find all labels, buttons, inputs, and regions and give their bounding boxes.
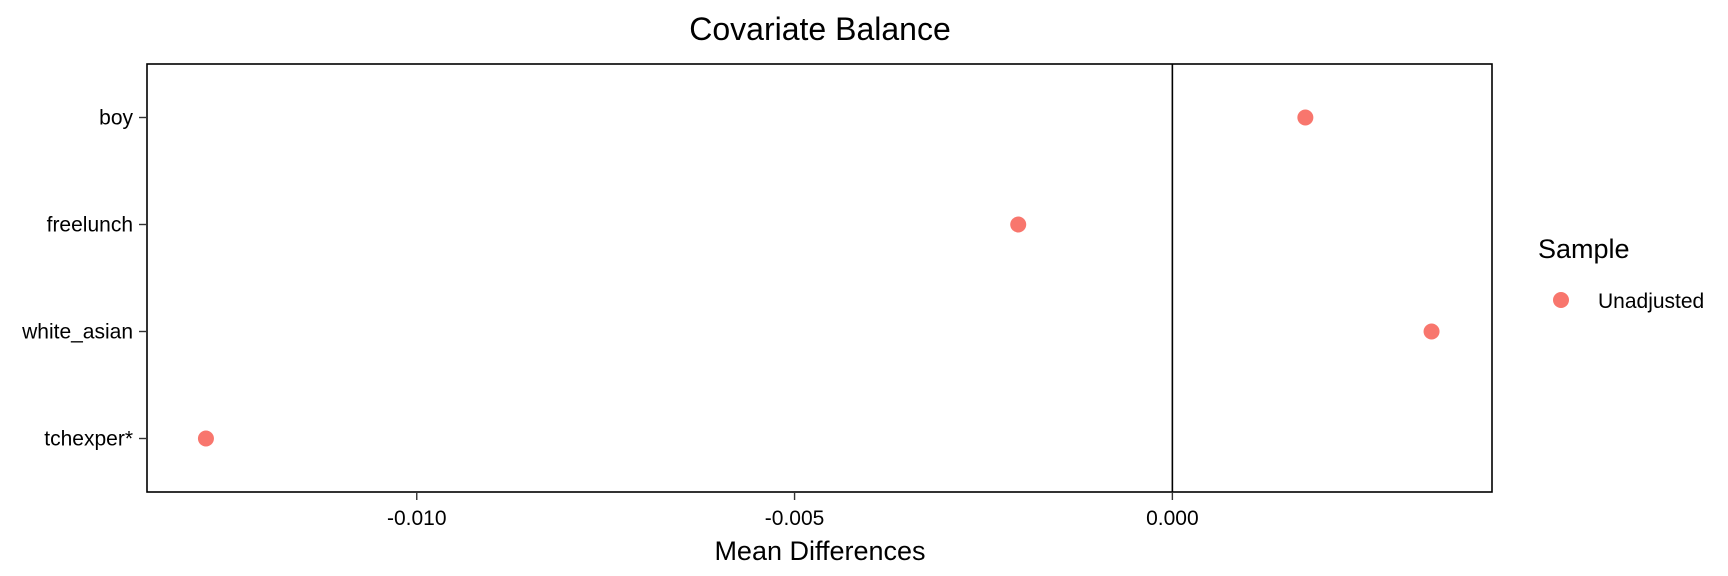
x-axis-title: Mean Differences <box>714 536 925 566</box>
x-tick-label: 0.000 <box>1146 507 1199 530</box>
legend: Sample Unadjusted <box>1538 234 1704 313</box>
x-tick-label: -0.010 <box>387 507 447 530</box>
data-point <box>1297 109 1314 126</box>
legend-title: Sample <box>1538 234 1630 264</box>
chart-title: Covariate Balance <box>689 11 950 47</box>
legend-key <box>1553 292 1569 308</box>
data-point <box>1423 323 1440 340</box>
data-point <box>1010 216 1027 233</box>
y-tick-label: white_asian <box>21 321 133 344</box>
data-point <box>197 430 214 447</box>
legend-label: Unadjusted <box>1598 290 1704 313</box>
y-tick-label: tchexper* <box>44 428 133 451</box>
y-tick-label: boy <box>99 107 133 130</box>
plot-panel-border <box>146 63 1493 493</box>
y-tick-label: freelunch <box>47 214 133 237</box>
x-tick-label: -0.005 <box>765 507 825 530</box>
